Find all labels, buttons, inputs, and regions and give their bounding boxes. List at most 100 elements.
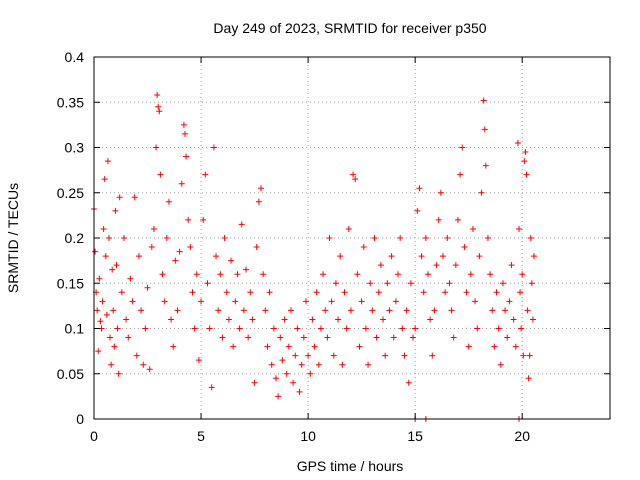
data-point: [275, 393, 282, 400]
data-point: [154, 92, 161, 99]
data-point: [322, 307, 329, 314]
data-point: [495, 325, 502, 332]
data-point: [105, 235, 112, 241]
data-point: [367, 280, 374, 287]
grid-lines: [94, 57, 610, 419]
data-point: [390, 334, 397, 341]
data-point: [345, 225, 352, 232]
data-point: [461, 244, 468, 251]
data-point: [388, 253, 395, 260]
data-point: [193, 271, 200, 278]
data-point: [302, 298, 309, 305]
data-point: [457, 171, 464, 178]
data-point: [113, 262, 120, 269]
data-point: [446, 280, 453, 287]
data-point: [99, 298, 106, 305]
data-point: [469, 225, 476, 232]
data-point: [482, 162, 489, 169]
data-point: [228, 257, 235, 264]
data-point: [225, 316, 232, 323]
data-point: [519, 271, 526, 278]
data-point: [474, 325, 481, 332]
data-point: [523, 171, 530, 178]
y-tick-label: 0.25: [57, 185, 84, 201]
y-axis-label: SRMTID / TECUs: [5, 183, 21, 293]
data-point: [525, 375, 532, 382]
data-point: [138, 307, 145, 314]
data-point: [497, 361, 504, 368]
data-point: [480, 97, 487, 104]
data-point: [156, 108, 163, 115]
data-point: [240, 307, 247, 314]
data-point: [103, 311, 110, 318]
data-point: [528, 280, 535, 287]
data-point: [200, 216, 207, 223]
data-point: [189, 289, 196, 296]
data-point: [369, 307, 376, 314]
data-point: [133, 352, 140, 359]
data-point: [493, 289, 500, 296]
data-point: [298, 361, 305, 368]
data-point: [478, 189, 485, 196]
data-point: [296, 388, 303, 395]
chart-title: Day 249 of 2023, SRMTID for receiver p35…: [213, 20, 486, 36]
data-point: [104, 158, 111, 165]
data-point: [204, 280, 211, 287]
data-point: [148, 244, 155, 251]
data-point: [454, 216, 461, 223]
data-point: [195, 357, 202, 364]
data-point: [317, 325, 324, 332]
data-point: [425, 271, 432, 278]
data-point: [230, 343, 237, 350]
data-point: [191, 325, 198, 332]
data-point: [313, 289, 320, 296]
data-point: [307, 370, 314, 377]
data-point: [526, 352, 533, 359]
data-point: [120, 235, 127, 241]
data-point: [178, 180, 185, 187]
y-tick-label: 0.2: [65, 230, 85, 246]
y-tick-label: 0.35: [57, 94, 84, 110]
data-point: [135, 253, 142, 260]
data-point: [110, 307, 117, 314]
data-point: [168, 316, 175, 323]
data-point: [198, 298, 205, 305]
data-point: [484, 235, 491, 241]
data-point: [442, 289, 449, 296]
data-point: [292, 352, 299, 359]
data-point: [180, 121, 187, 128]
data-points: [91, 92, 537, 422]
data-point: [521, 158, 528, 165]
data-point: [356, 343, 363, 350]
data-point: [373, 334, 380, 341]
data-point: [150, 225, 157, 232]
data-point: [210, 144, 217, 151]
data-point: [476, 253, 483, 260]
data-point: [437, 189, 444, 196]
y-tick-label: 0.1: [65, 321, 85, 337]
data-point: [311, 343, 318, 350]
data-point: [305, 352, 312, 359]
data-point: [350, 171, 357, 178]
data-point: [287, 307, 294, 314]
data-point: [326, 235, 333, 241]
data-point: [328, 298, 335, 305]
x-tick-label: 20: [514, 428, 530, 444]
data-point: [365, 361, 372, 368]
data-point: [172, 257, 179, 264]
data-point: [382, 352, 389, 359]
data-point: [395, 271, 402, 278]
data-point: [309, 316, 316, 323]
data-point: [520, 352, 527, 359]
data-point: [527, 235, 534, 241]
data-point: [208, 384, 215, 391]
y-tick-label: 0: [76, 411, 84, 427]
data-point: [448, 307, 455, 314]
y-tick-label: 0.15: [57, 275, 84, 291]
data-point: [277, 334, 284, 341]
data-point: [452, 262, 459, 269]
data-point: [386, 307, 393, 314]
data-point: [362, 325, 369, 332]
data-point: [524, 307, 531, 314]
data-point: [111, 343, 118, 350]
